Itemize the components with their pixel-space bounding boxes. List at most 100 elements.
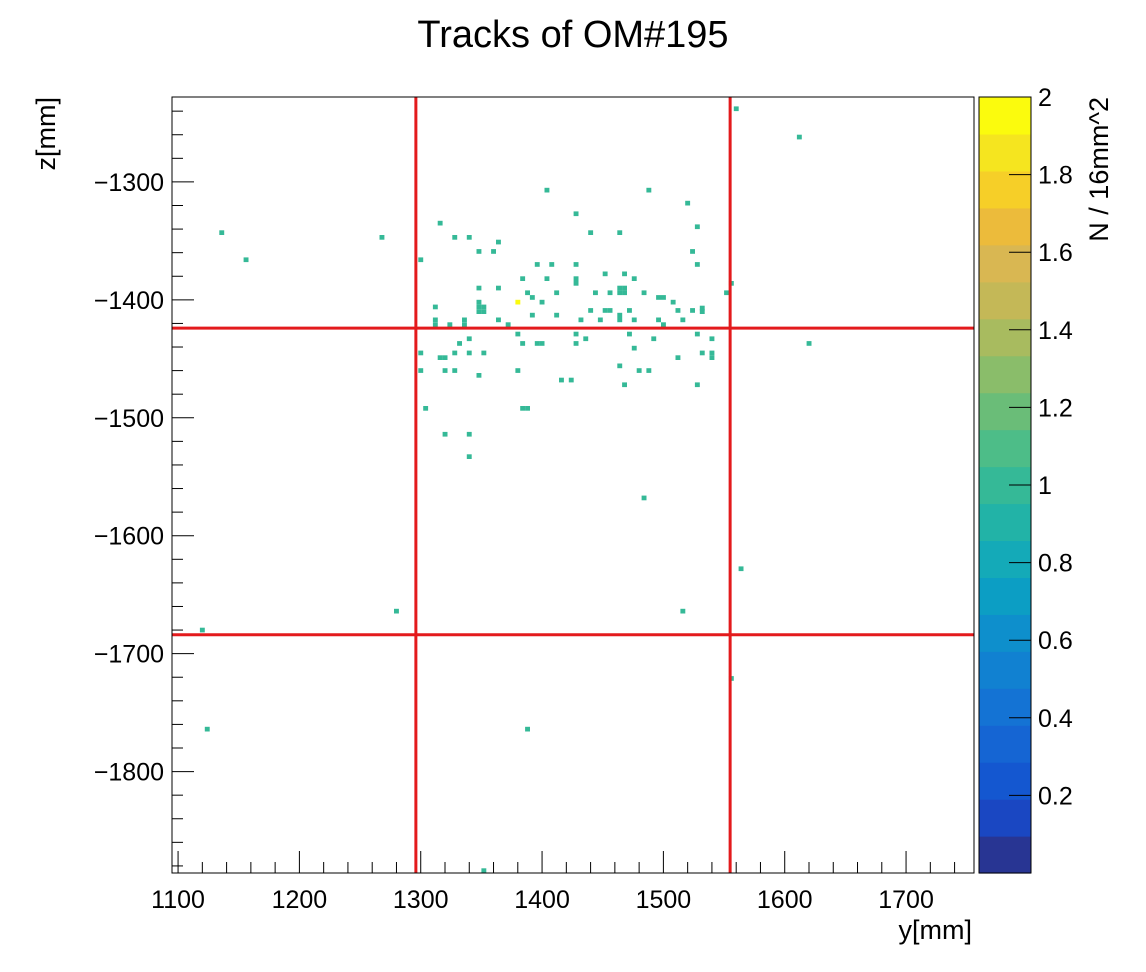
color-scale-tick-label: 0.4: [1038, 705, 1073, 733]
x-tick-label: 1500: [636, 886, 692, 914]
heatmap-bin: [622, 382, 627, 388]
x-tick-label: 1400: [514, 886, 570, 914]
color-scale-step: [979, 762, 1031, 800]
x-tick-label: 1200: [272, 886, 328, 914]
heatmap-bin: [452, 350, 458, 356]
heatmap-bin: [738, 566, 744, 572]
z-axis-title: N / 16mm^2: [1084, 97, 1114, 242]
plot-frame: [171, 96, 975, 874]
heatmap-bin: [418, 257, 424, 263]
heatmap-bin: [694, 382, 700, 388]
heatmap-bin: [806, 341, 812, 346]
heatmap-bin: [476, 309, 482, 314]
heatmap-bin: [525, 726, 530, 732]
heatmap-bin: [515, 331, 521, 337]
heatmap-bin: [525, 406, 530, 411]
chart-title: Tracks of OM#195: [417, 14, 728, 56]
heatmap-bin: [520, 406, 526, 411]
color-scale-tick-label: 1.8: [1038, 162, 1073, 190]
heatmap-bin: [466, 454, 472, 459]
heatmap-bin: [699, 305, 705, 311]
heatmap-bin: [481, 868, 487, 873]
color-scale-step: [979, 97, 1031, 135]
heatmap-bin: [593, 290, 598, 296]
heatmap-bin: [219, 230, 225, 235]
heatmap-bin: [529, 312, 535, 318]
heatmap-bin: [709, 336, 715, 342]
heatmap-bin: [724, 290, 729, 296]
bins-layer: [199, 106, 812, 873]
heatmap-bin: [554, 312, 560, 318]
heatmap-bin: [515, 368, 521, 373]
heatmap-bin: [442, 431, 448, 437]
heatmap-bin: [694, 331, 700, 337]
heatmap-bin: [544, 187, 550, 193]
heatmap-bin: [796, 134, 802, 140]
heatmap-bin: [646, 187, 652, 193]
heatmap-bin: [631, 317, 637, 323]
heatmap-bin: [534, 341, 540, 346]
heatmap-bin: [631, 345, 637, 351]
heatmap-bin: [607, 290, 613, 296]
heatmap-bin: [573, 211, 579, 217]
heatmap-bin: [520, 276, 526, 281]
heatmap-bin: [690, 249, 695, 254]
heatmap-bin: [457, 341, 462, 346]
heatmap-bin: [573, 281, 579, 286]
heatmap-bin: [622, 285, 627, 291]
color-scale-step: [979, 614, 1031, 652]
color-scale-step: [979, 281, 1031, 320]
color-scale-tick-label: 2: [1038, 84, 1052, 112]
heatmap-bin: [525, 290, 530, 296]
axes: 1100 1200 1300 1400 1500 1600 1700 −1300 −1400 −1…: [94, 96, 975, 914]
heatmap-bin: [442, 355, 448, 360]
heatmap-bin: [588, 230, 594, 235]
heatmap-bin: [462, 317, 467, 323]
heatmap-bin: [617, 363, 623, 369]
heatmap-bin: [432, 304, 438, 310]
color-scale-tick-label: 1.2: [1038, 394, 1073, 422]
heatmap-bin: [622, 290, 627, 296]
heatmap-bin: [694, 262, 700, 267]
color-scale-step: [979, 503, 1031, 542]
y-axis-title: z[mm]: [31, 97, 61, 171]
color-scale-step: [979, 244, 1031, 283]
heatmap-bin: [661, 322, 666, 327]
heatmap-bin: [476, 304, 482, 310]
heatmap-bin: [529, 295, 535, 300]
heatmap-bin: [476, 299, 482, 305]
x-tick-label: 1300: [393, 886, 449, 914]
heatmap-bin: [481, 304, 487, 310]
heatmap-bin: [568, 377, 574, 383]
heatmap-bin: [505, 322, 511, 327]
heatmap-bin: [641, 290, 647, 296]
heatmap-bin: [675, 355, 681, 360]
heatmap-bin: [597, 317, 603, 323]
heatmap-bin: [462, 322, 467, 327]
heatmap-bin: [515, 299, 521, 305]
heatmap-bin: [432, 322, 438, 327]
color-scale-step: [979, 429, 1031, 468]
heatmap-bin: [583, 336, 589, 342]
heatmap-bin: [622, 271, 627, 277]
x-axis-title: y[mm]: [899, 915, 973, 945]
heatmap-bin: [602, 271, 608, 277]
heatmap-bin: [481, 309, 487, 314]
heatmap-bin: [573, 331, 579, 337]
heatmap-bin: [204, 726, 210, 732]
y-tick-label: −1800: [94, 759, 164, 787]
heatmap-bin: [656, 317, 661, 323]
heatmap-bin: [675, 308, 681, 313]
y-tick-label: −1700: [94, 641, 164, 669]
heatmap-bin: [656, 295, 661, 300]
heatmap-bin: [578, 317, 584, 323]
color-scale-step: [979, 651, 1031, 689]
heatmap-bin: [496, 285, 501, 291]
heatmap-bin: [617, 285, 623, 291]
color-scale-step: [979, 725, 1031, 763]
heatmap-bin: [496, 317, 501, 323]
color-scale-step: [979, 318, 1031, 357]
heatmap-bin: [476, 285, 482, 291]
heatmap-bin: [617, 230, 623, 235]
heatmap-bin: [554, 290, 560, 296]
